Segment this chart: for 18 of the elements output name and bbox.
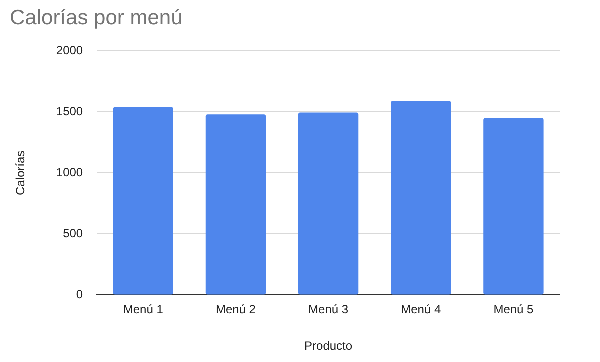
y-tick-label: 1000 <box>56 166 84 180</box>
chart-title: Calorías por menú <box>10 6 183 30</box>
x-tick-label: Menú 1 <box>123 302 164 317</box>
x-tick-label: Menú 5 <box>494 302 534 317</box>
x-tick-label: Menú 4 <box>401 302 442 317</box>
y-tick-label: 2000 <box>56 44 84 58</box>
bar <box>484 118 544 295</box>
y-tick-label: 500 <box>63 226 84 241</box>
y-tick-label: 1500 <box>56 104 84 119</box>
y-axis-title: Calorías <box>14 150 28 196</box>
x-tick-label: Menú 2 <box>216 302 256 317</box>
x-tick-label: Menú 3 <box>308 302 349 317</box>
bar <box>206 114 266 295</box>
bar <box>298 112 359 295</box>
bar <box>113 107 174 295</box>
bar <box>391 101 452 295</box>
y-tick-label: 0 <box>76 288 84 302</box>
x-axis-title: Producto <box>304 339 353 354</box>
